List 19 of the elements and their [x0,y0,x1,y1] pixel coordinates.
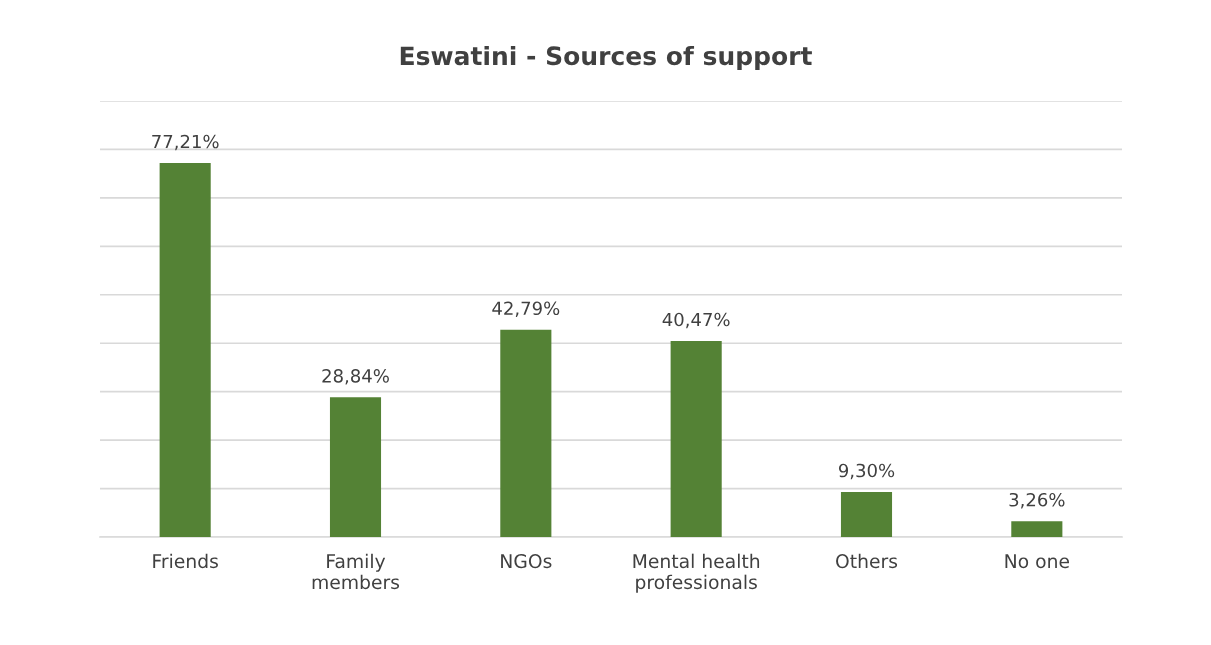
x-tick-label: Friends [153,553,218,569]
data-label: 77,21% [152,134,219,151]
bar [159,162,211,537]
chart-title: Eswatini - Sources of support [400,45,812,71]
x-tick-label: Family members [312,553,400,590]
bar [500,329,552,537]
data-label: 3,26% [1009,492,1065,509]
x-tick-label: Others [836,553,898,569]
bar [840,491,893,537]
bar [1011,521,1063,537]
bar [670,340,722,537]
bar [329,397,382,537]
data-label: 42,79% [492,301,560,317]
x-tick-label: Mental health professionals [633,553,760,593]
data-label: 28,84% [322,369,389,385]
x-tick-label: NGOs [501,554,552,569]
x-tick-label: No one [1005,554,1070,569]
data-label: 9,30% [838,463,895,480]
data-label: 40,47% [662,312,730,329]
